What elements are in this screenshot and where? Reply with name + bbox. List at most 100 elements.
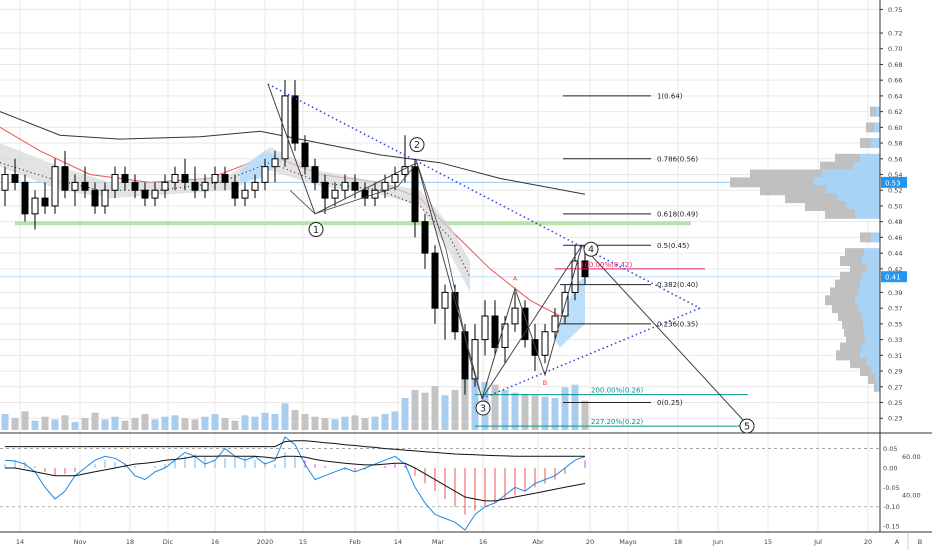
profile-bar: [840, 255, 862, 266]
volume-bar: [111, 416, 119, 430]
candle: [221, 166, 229, 191]
profile-bar: [874, 381, 877, 392]
volume-bar: [151, 419, 159, 430]
volume-bar: [291, 410, 299, 430]
pattern-label-a: A: [513, 275, 518, 283]
candle: [211, 166, 219, 191]
price-tick-label: 0.35: [888, 320, 902, 328]
volume-bar: [141, 414, 149, 430]
profile-bar: [838, 311, 861, 322]
price-tick-label: 0.72: [888, 30, 902, 38]
profile-bar: [845, 248, 864, 259]
candle-body: [11, 174, 19, 183]
price-tick-label: 0.58: [888, 140, 902, 148]
candle-body: [261, 166, 269, 183]
volume-bar: [301, 414, 309, 430]
volume-bar: [341, 416, 349, 430]
candle: [121, 166, 129, 191]
profile-bar: [858, 287, 880, 298]
wave-number: 5: [744, 422, 750, 433]
candle-body: [421, 221, 429, 254]
wave-label-4: 4: [583, 241, 599, 257]
candle-body: [391, 174, 399, 183]
candle-body: [231, 181, 239, 199]
profile-bar: [850, 358, 867, 369]
price-badge: [881, 271, 907, 283]
profile-bar: [830, 287, 858, 298]
candle: [291, 80, 299, 151]
candle: [21, 174, 29, 222]
candle-body: [571, 260, 579, 293]
candle: [241, 182, 249, 206]
candlesticks[interactable]: [1, 80, 589, 395]
candle: [421, 213, 429, 269]
time-tick-label: 15: [299, 538, 307, 546]
candle-body: [291, 95, 299, 144]
candle: [111, 166, 119, 199]
fibonacci-levels[interactable]: 1(0.64) 0.786(0.56) 0.618(0.49) 0.5(0.45) 0.…: [475, 92, 752, 427]
candle-body: [31, 197, 39, 215]
candle: [51, 158, 59, 214]
price-tick-label: 0.54: [888, 171, 902, 179]
candle-body: [281, 95, 289, 160]
candle-body: [471, 339, 479, 380]
volume-bar: [331, 419, 339, 430]
candle: [541, 323, 549, 364]
wave-number: 4: [588, 245, 594, 256]
time-tick-label: 15: [764, 538, 772, 546]
candle-body: [21, 181, 29, 215]
candle: [71, 174, 79, 206]
profile-bar: [864, 326, 880, 337]
volume-bar: [531, 395, 539, 430]
macd-line: [4, 436, 586, 531]
candle-body: [171, 174, 179, 183]
profile-bar: [861, 311, 880, 322]
wave-number: 3: [480, 403, 486, 414]
candle: [391, 166, 399, 191]
profile-bar: [826, 185, 880, 196]
elliott-wave-path: [267, 83, 746, 423]
candle-body: [81, 181, 89, 191]
volume-bar: [241, 415, 249, 430]
profile-bar: [862, 342, 880, 353]
time-tick-label: Abr: [532, 538, 544, 546]
profile-bar: [853, 161, 880, 172]
price-tick-label: 0.60: [888, 124, 902, 132]
candle-body: [1, 174, 9, 191]
time-tick-label: 14: [394, 538, 402, 546]
time-tick-label: 20: [586, 538, 594, 546]
volume-bar: [41, 416, 49, 430]
profile-bar: [850, 263, 867, 274]
candle: [331, 182, 339, 206]
candle-body: [151, 189, 159, 199]
candle: [321, 174, 329, 214]
volume-bar: [21, 411, 29, 430]
candle-body: [441, 291, 449, 309]
elliott-pattern[interactable]: 1 2 3 4 5 A B: [267, 83, 755, 434]
candle-body: [341, 181, 349, 191]
profile-bar: [846, 200, 880, 211]
candle-body: [501, 323, 509, 348]
volume-bar: [431, 386, 439, 430]
profile-bar: [822, 169, 880, 180]
profile-bar: [866, 122, 874, 133]
moving-averages: [0, 111, 586, 348]
volume-bar: [551, 398, 559, 430]
time-tick-label: 16: [211, 538, 219, 546]
candle: [141, 182, 149, 206]
candle-body: [201, 181, 209, 191]
price-tick-label: 0.48: [888, 218, 902, 226]
profile-bar: [840, 342, 862, 353]
macd-tick-label: 0.05: [883, 445, 897, 453]
macd-tick-label: 0.00: [883, 464, 897, 472]
volume-bar: [361, 418, 369, 430]
wave-number: 1: [313, 225, 319, 236]
price-tick-label: 0.44: [888, 250, 902, 258]
candle-body: [181, 174, 189, 183]
cloud-blue-2: [555, 276, 585, 348]
candle: [361, 182, 369, 206]
profile-bar: [844, 326, 864, 337]
profile-bar: [863, 318, 880, 329]
